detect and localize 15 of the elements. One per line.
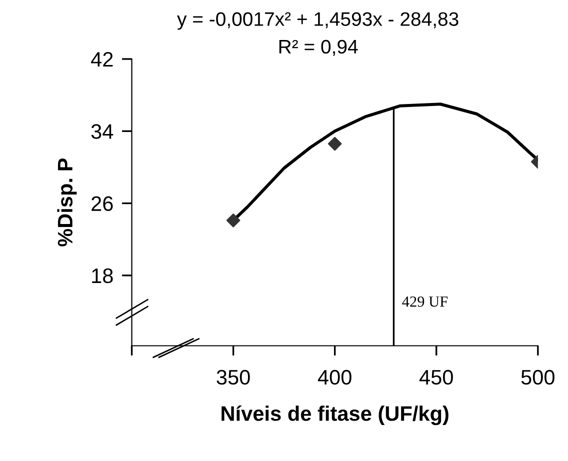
x-tick-label: 400 — [318, 370, 352, 385]
point — [226, 214, 240, 228]
y-tick-label: 26 — [92, 196, 113, 212]
text: R² = 0,94 — [279, 40, 358, 56]
x-axis-title: Níveis de fitase (UF/kg) — [222, 405, 448, 426]
ref-line-label: 429 UF — [402, 296, 448, 307]
y-tick-label: 18 — [92, 268, 113, 284]
x-tick-label: 450 — [419, 370, 453, 385]
text: y = -0,0017x² + 1,4593x - 284,83 — [177, 12, 458, 30]
y-tick-label: 42 — [91, 52, 113, 67]
y-tick-label: 34 — [91, 124, 114, 139]
x-tick-label: 350 — [216, 370, 250, 385]
point — [328, 136, 342, 151]
y-axis-title: %Disp. P — [57, 158, 77, 246]
x-tick-label: 500 — [521, 370, 554, 385]
